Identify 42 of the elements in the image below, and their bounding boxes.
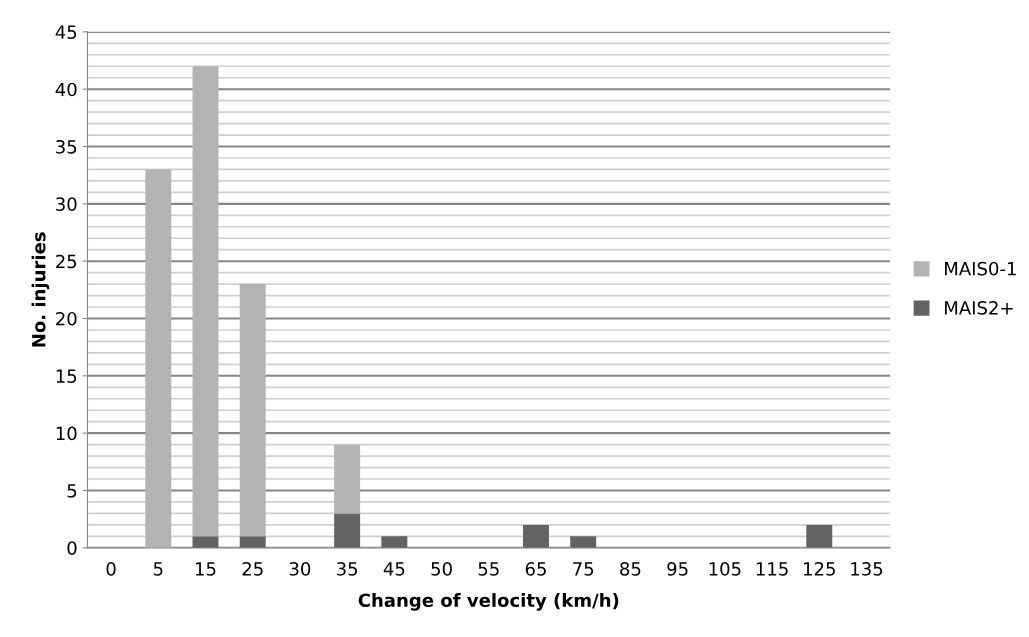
bar xyxy=(806,524,833,548)
legend-label: MAIS2+ xyxy=(945,300,1013,315)
x-tick-label: 125 xyxy=(804,562,835,576)
bar xyxy=(334,513,361,548)
x-tick-label: 0 xyxy=(106,562,116,576)
x-tick-label: 75 xyxy=(573,562,594,576)
y-tick-label: 15 xyxy=(56,369,77,383)
y-tick-label: 20 xyxy=(56,311,77,326)
x-tick-label: 35 xyxy=(337,562,358,576)
y-axis-title: No. injuries xyxy=(31,232,50,347)
y-tick-label: 0 xyxy=(67,541,77,555)
x-tick-label: 115 xyxy=(756,562,788,576)
bar xyxy=(239,536,266,548)
x-tick-label: 15 xyxy=(195,562,216,576)
x-tick-label: 65 xyxy=(525,562,546,576)
y-tick-label: 5 xyxy=(67,484,77,498)
x-tick-label: 85 xyxy=(620,562,641,576)
legend-label: MAIS0-1 xyxy=(945,261,1016,276)
bar xyxy=(523,524,549,548)
y-tick-label: 25 xyxy=(56,254,77,269)
x-tick-label: 50 xyxy=(431,562,452,576)
bar xyxy=(145,169,172,548)
bar xyxy=(192,536,219,548)
x-tick-label: 5 xyxy=(153,562,163,576)
x-axis-title: Change of velocity (km/h) xyxy=(358,593,619,611)
y-tick-label: 45 xyxy=(55,25,77,39)
bar xyxy=(381,536,408,548)
x-tick-label: 135 xyxy=(851,562,883,576)
x-tick-label: 55 xyxy=(478,562,499,576)
x-tick-label: 45 xyxy=(383,562,405,576)
y-tick-label: 10 xyxy=(56,426,77,441)
x-tick-label: 95 xyxy=(667,562,688,576)
bar xyxy=(192,66,219,537)
bar xyxy=(334,444,361,514)
bar xyxy=(570,536,597,548)
bar xyxy=(239,284,266,537)
x-tick-label: 25 xyxy=(242,562,263,576)
x-tick-label: 30 xyxy=(289,562,311,576)
x-tick-label: 105 xyxy=(709,562,741,576)
y-tick-label: 40 xyxy=(55,82,77,97)
y-tick-label: 30 xyxy=(56,197,77,211)
y-tick-label: 35 xyxy=(56,139,77,154)
